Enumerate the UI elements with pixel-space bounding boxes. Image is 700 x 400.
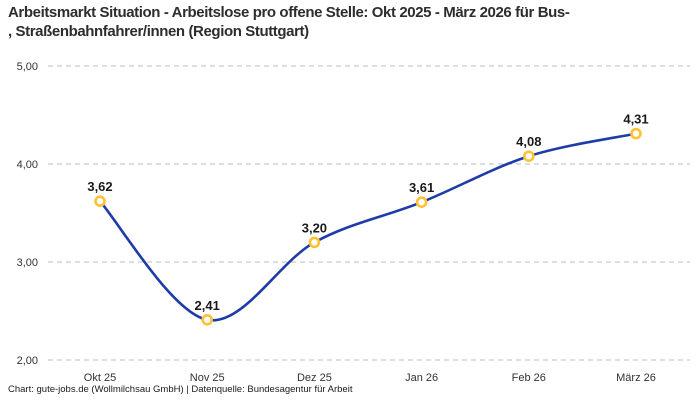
chart-credit: Chart: gute-jobs.de (Wollmilchsau GmbH) …: [8, 384, 353, 395]
x-tick-label: Dez 25: [297, 372, 332, 384]
data-point-marker[interactable]: [201, 313, 213, 326]
y-tick-label: 3,00: [17, 257, 38, 269]
data-point-label: 4,31: [623, 112, 648, 127]
x-tick-label: Jan 26: [405, 372, 438, 384]
y-tick-label: 5,00: [17, 61, 38, 73]
data-point-label: 2,41: [195, 298, 220, 313]
x-tick-label: Nov 25: [190, 372, 225, 384]
data-point-marker[interactable]: [415, 196, 428, 208]
chart-title-line2: , Straßenbahnfahrer/innen (Region Stuttg…: [8, 23, 309, 40]
trend-line: [98, 132, 638, 322]
data-point-marker[interactable]: [308, 236, 321, 249]
x-tick-label: März 26: [616, 372, 656, 384]
x-tick-label: Okt 25: [84, 372, 116, 384]
y-tick-label: 2,00: [17, 355, 38, 367]
y-tick-label: 4,00: [17, 159, 38, 171]
data-point-label: 3,61: [409, 180, 434, 195]
data-point-marker[interactable]: [630, 127, 642, 140]
x-tick-label: Feb 26: [512, 372, 546, 384]
data-point-marker[interactable]: [522, 150, 535, 162]
data-point-marker[interactable]: [94, 195, 106, 207]
chart-title-line1: Arbeitsmarkt Situation - Arbeitslose pro…: [8, 4, 570, 21]
data-point-label: 3,20: [302, 220, 327, 235]
chart-title: Arbeitsmarkt Situation - Arbeitslose pro…: [8, 3, 696, 41]
data-point-label: 4,08: [516, 134, 541, 149]
data-point-label: 3,62: [87, 179, 112, 194]
